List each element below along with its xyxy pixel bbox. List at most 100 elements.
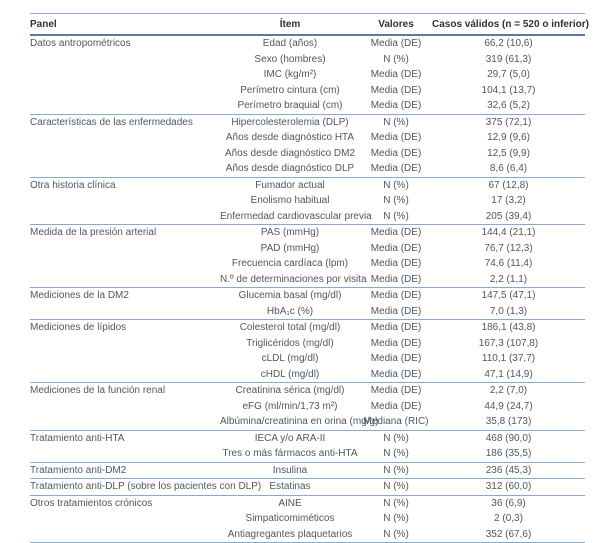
item-cell: Simpaticomiméticos [245, 513, 335, 524]
panel-cell: Datos antropométricos [30, 38, 131, 49]
casos-cell: 167,3 (107,8) [478, 337, 539, 349]
valores-cell: N (%) [360, 461, 432, 479]
table-row: Años desde diagnóstico DLP Media (DE) 8,6 … [30, 161, 585, 177]
valores-cell: Media (DE) [370, 242, 422, 254]
panel-cell [30, 527, 220, 543]
valores-cell: Media (DE) [370, 132, 422, 143]
table-row: HbA₁c (%) Media (DE) 7,0 (1,3) [30, 304, 585, 320]
table-row: Enfermedad cardiovascular previa N (%) 205… [30, 209, 585, 225]
item-cell: Años desde diagnóstico DLP [225, 163, 355, 174]
valores-cell: N (%) [360, 494, 432, 511]
casos-cell: 375 (72,1) [432, 113, 585, 130]
casos-cell: 147,5 (47,1) [432, 287, 585, 304]
casos-cell: 29,7 (5,0) [487, 69, 530, 80]
table-row: cHDL (mg/dl) Media (DE) 47,1 (14,9) [30, 367, 585, 383]
casos-cell: 104,1 (13,7) [481, 84, 536, 96]
valores-cell: Media (DE) [370, 69, 422, 80]
panel-cell [30, 399, 220, 415]
table-row: Perímetro cintura (cm) Media (DE) 104,1 (1… [30, 83, 585, 99]
valores-cell: Media (DE) [370, 258, 422, 269]
valores-cell: N (%) [360, 429, 432, 446]
casos-cell: 32,6 (5,2) [487, 100, 530, 111]
valores-cell: N (%) [383, 528, 409, 540]
item-cell: Estatinas [220, 478, 360, 495]
item-cell: Fumador actual [220, 176, 360, 193]
table-row: Mediciones de la DM2 Glucemia basal (mg/d… [30, 287, 585, 304]
valores-cell: Media (DE) [370, 337, 422, 349]
casos-cell: 12,5 (9,9) [487, 147, 530, 159]
item-cell: Perímetro cintura (cm) [240, 84, 340, 96]
panel-cell: Otros tratamientos crónicos [30, 494, 220, 511]
casos-cell: 44,9 (24,7) [484, 400, 533, 412]
valores-cell: Mediana (RIC) [363, 416, 429, 427]
table-row: IMC (kg/m²) Media (DE) 29,7 (5,0) [30, 67, 585, 83]
casos-cell: 7,0 (1,3) [489, 305, 528, 317]
item-cell: Antiagregantes plaquetarios [227, 528, 353, 540]
table-body: Datos antropométricos Edad (años) Media (D… [30, 35, 585, 543]
panel-cell [30, 367, 220, 383]
panel-cell [30, 256, 220, 272]
table-row: N.º de determinaciones por visita Media (… [30, 272, 585, 288]
table-row: Frecuencia cardíaca (lpm) Media (DE) 74,6 … [30, 256, 585, 272]
table-row: Otros tratamientos crónicos AINE N (%) 36 (… [30, 494, 585, 511]
panel-cell [30, 146, 220, 162]
table-row: Tres o más fármacos anti-HTA N (%) 186 (35… [30, 446, 585, 462]
panel-cell: Mediciones de lípidos [30, 319, 220, 336]
table-row: Triglicéridos (mg/dl) Media (DE) 167,3 (10… [30, 336, 585, 352]
panel-cell [30, 446, 220, 462]
panel-cell [30, 67, 220, 83]
casos-cell: 186,1 (43,8) [432, 319, 585, 336]
panel-cell: Medida de la presión arterial [30, 224, 220, 241]
casos-cell: 12,9 (9,6) [487, 132, 530, 143]
casos-cell: 312 (60,0) [432, 478, 585, 495]
table-row: cLDL (mg/dl) Media (DE) 110,1 (37,7) [30, 351, 585, 367]
casos-cell: 74,6 (11,4) [484, 258, 533, 269]
valores-cell: Media (DE) [370, 353, 422, 364]
panel-cell: Mediciones de la DM2 [30, 287, 220, 304]
item-cell: Tres o más fármacos anti-HTA [222, 448, 358, 459]
valores-cell: Media (DE) [370, 163, 422, 174]
item-cell: Insulina [220, 461, 360, 479]
table-row: Años desde diagnóstico DM2 Media (DE) 12,5… [30, 146, 585, 162]
panel-cell [30, 209, 220, 225]
valores-cell: Media (DE) [370, 273, 422, 285]
casos-cell: 110,1 (37,7) [481, 353, 536, 364]
valores-cell: Media (DE) [370, 84, 422, 96]
table-row: Datos antropométricos Edad (años) Media (D… [30, 35, 585, 52]
valores-cell: Media (DE) [360, 319, 432, 336]
panel-cell: Características de las enfermedades [30, 113, 220, 130]
item-cell: AINE [220, 494, 360, 511]
item-cell: cLDL (mg/dl) [261, 353, 319, 364]
valores-cell: Media (DE) [370, 305, 422, 317]
casos-cell: 2,2 (7,0) [432, 382, 585, 399]
casos-cell: 319 (61,3) [485, 53, 532, 65]
table-row: Albúmina/creatinina en orina (mg/g) Media… [30, 414, 585, 430]
item-cell: Hipercolesterolemia (DLP) [220, 113, 360, 130]
casos-cell: 67 (12,8) [432, 176, 585, 193]
table-row: Tratamiento anti-DM2 Insulina N (%) 236 (45… [30, 461, 585, 479]
item-cell: PAS (mmHg) [220, 224, 360, 241]
column-header-panel: Panel [30, 13, 220, 36]
item-cell: Glucemia basal (mg/dl) [220, 287, 360, 304]
valores-cell: Media (DE) [370, 38, 422, 49]
table-row: Características de las enfermedades Hiper… [30, 113, 585, 130]
item-cell: N.º de determinaciones por visita [220, 273, 367, 285]
panel-cell [30, 272, 220, 288]
panel-cell: Tratamiento anti-HTA [30, 429, 220, 446]
casos-cell: 236 (45,3) [432, 461, 585, 479]
valores-cell: Media (DE) [360, 224, 432, 241]
valores-cell: Media (DE) [370, 147, 422, 159]
item-cell: Triglicéridos (mg/dl) [246, 337, 334, 349]
item-cell: Años desde diagnóstico DM2 [224, 147, 356, 159]
panel-cell [30, 304, 220, 320]
valores-cell: N (%) [383, 195, 409, 206]
panel-cell [30, 241, 220, 257]
casos-cell: 468 (90,0) [432, 429, 585, 446]
table-header-row: Panel Ítem Valores Casos válidos (n = 52… [30, 13, 589, 36]
table-row: eFG (ml/min/1,73 m²) Media (DE) 44,9 (24,7… [30, 399, 585, 415]
table-row: Sexo (hombres) N (%) 319 (61,3) [30, 52, 585, 68]
panel-cell [30, 83, 220, 99]
panel-cell [30, 336, 220, 352]
table-row: Simpaticomiméticos N (%) 2 (0,3) [30, 511, 585, 527]
baseline-characteristics-table: Panel Ítem Valores Casos válidos (n = 52… [30, 13, 589, 543]
